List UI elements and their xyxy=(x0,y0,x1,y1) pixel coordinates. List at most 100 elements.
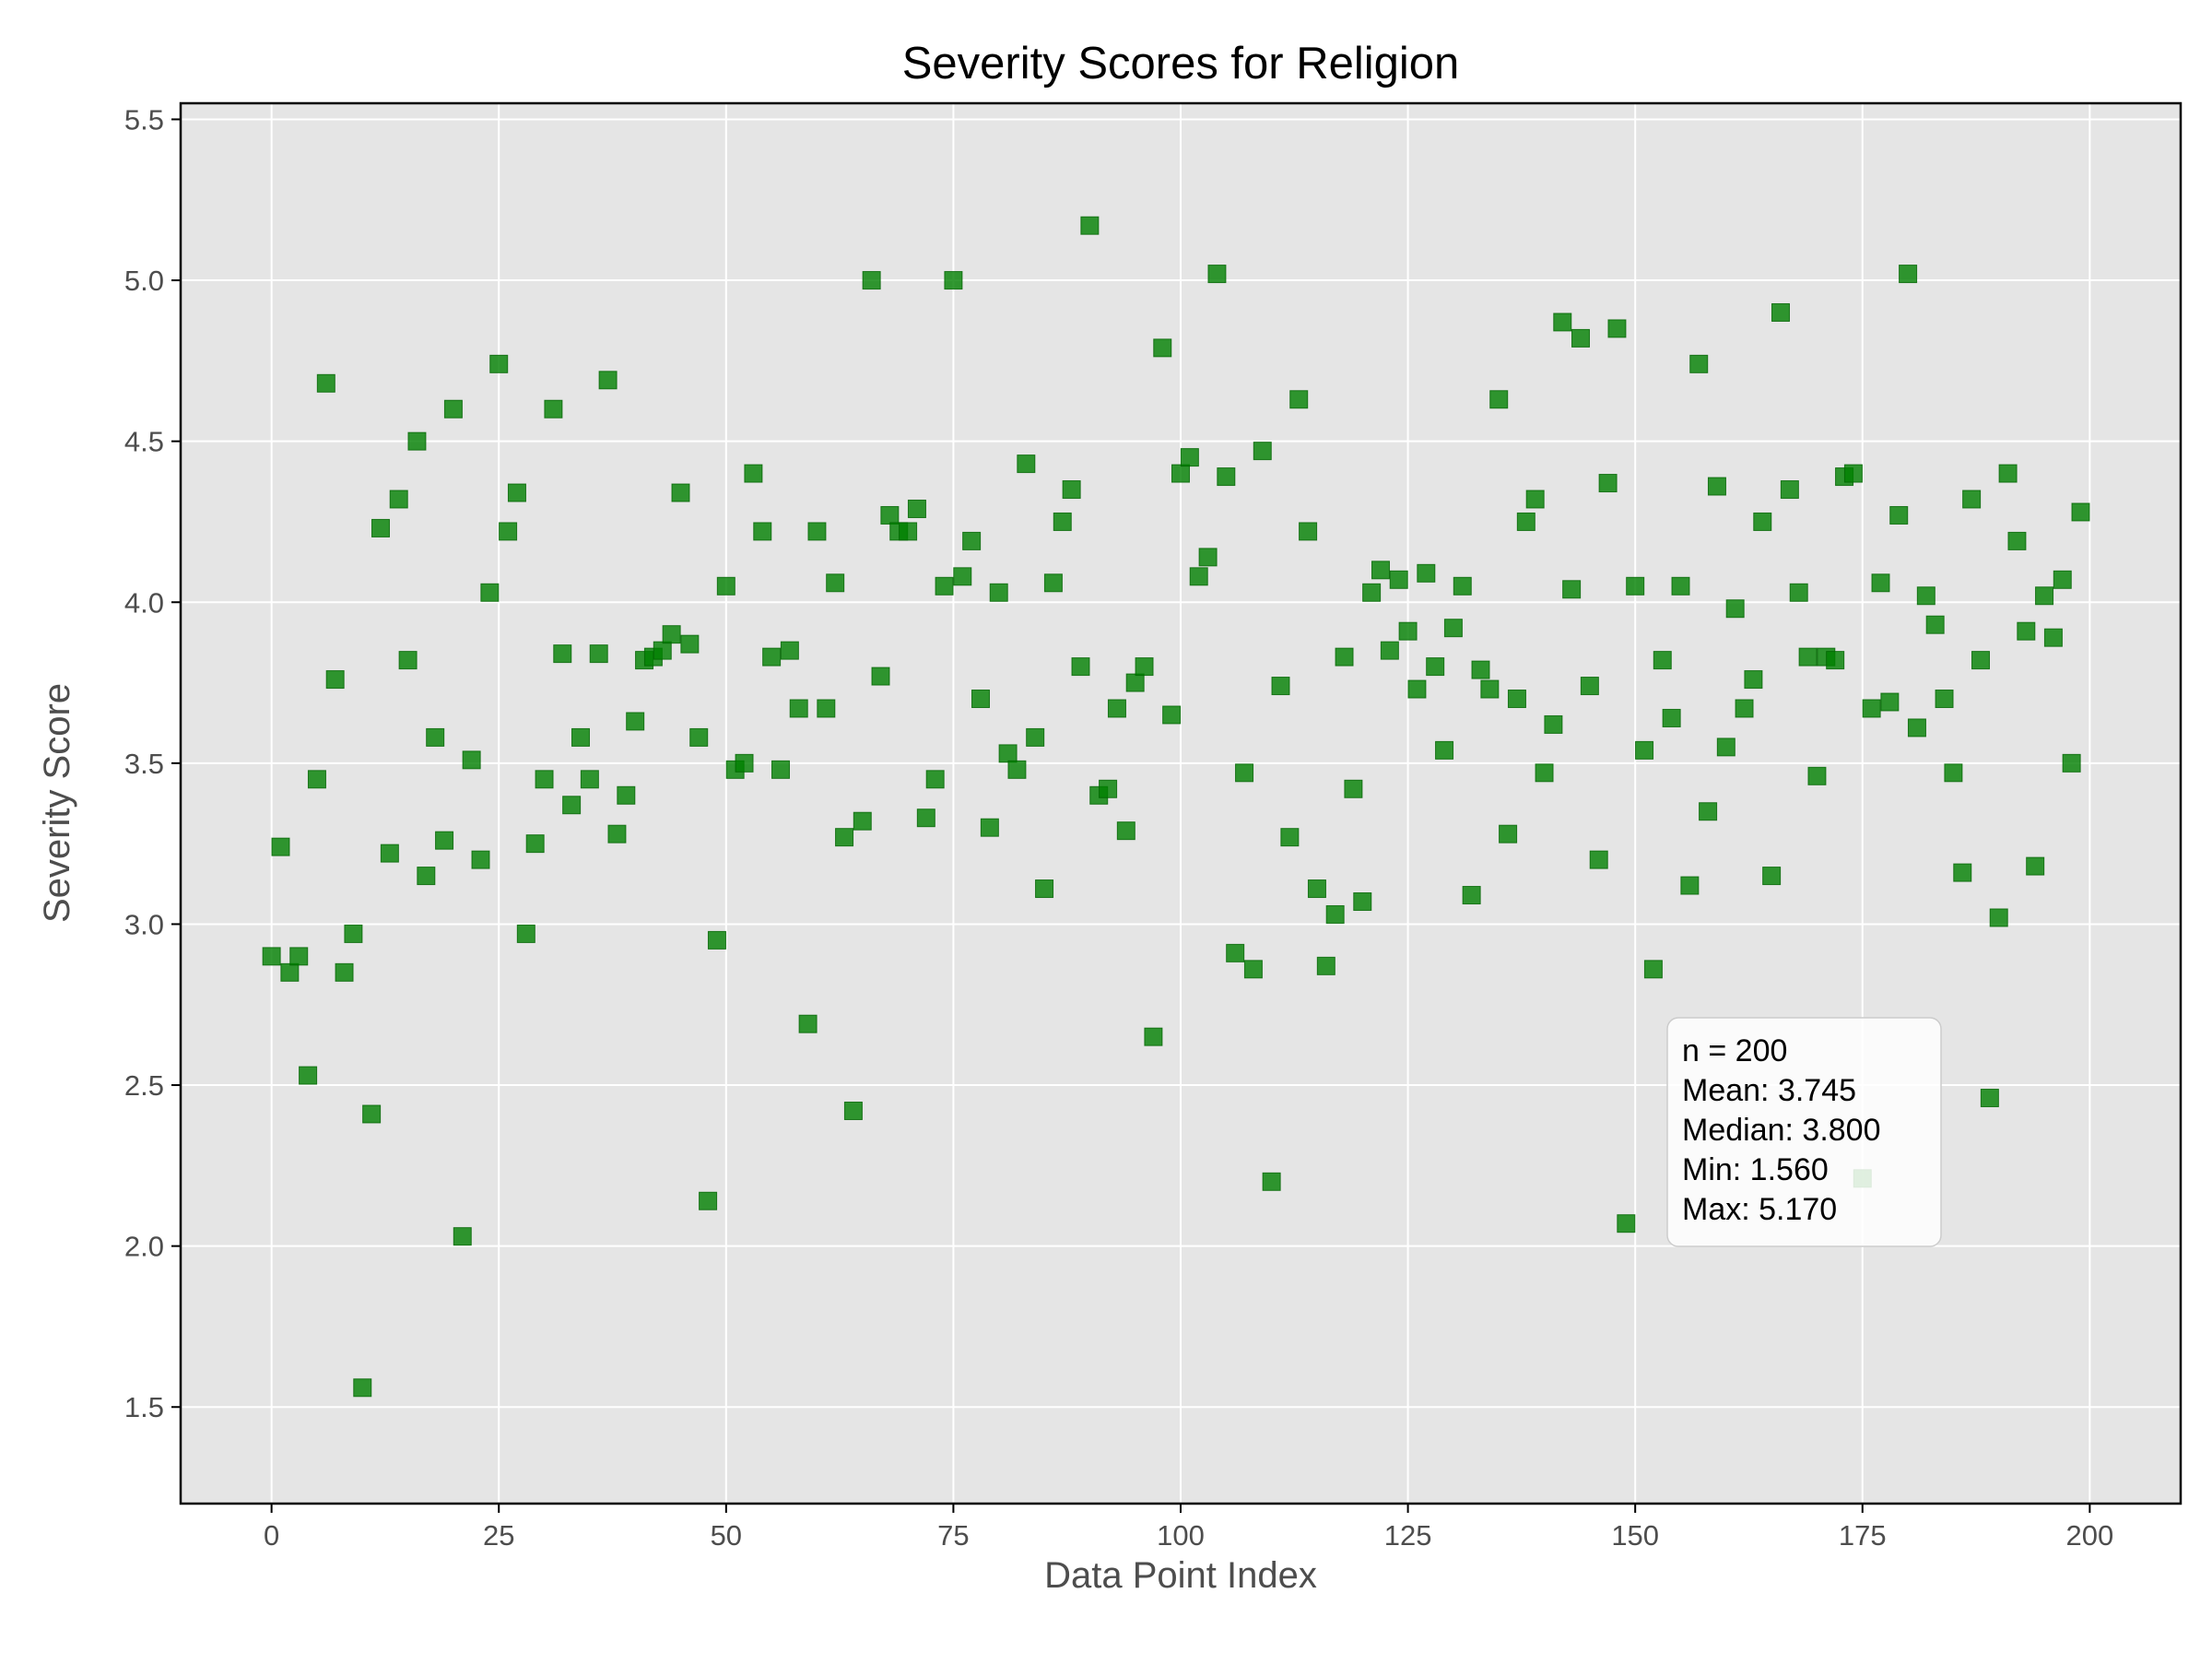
data-point xyxy=(853,811,872,831)
data-point xyxy=(1035,879,1054,899)
data-point xyxy=(1925,615,1945,634)
data-point xyxy=(699,1191,718,1210)
data-point xyxy=(980,818,999,837)
data-point xyxy=(443,399,463,419)
data-point xyxy=(1753,512,1772,531)
data-point xyxy=(1226,943,1245,962)
data-point xyxy=(1062,480,1081,500)
data-point xyxy=(1725,599,1745,619)
data-point xyxy=(535,770,554,789)
data-point xyxy=(1671,576,1690,596)
data-point xyxy=(1307,879,1326,899)
data-point xyxy=(689,727,709,747)
stats-line-min: Min: 1.560 xyxy=(1682,1152,1829,1187)
x-tick-label: 175 xyxy=(1839,1519,1887,1552)
x-tick-label: 150 xyxy=(1611,1519,1659,1552)
data-point xyxy=(1299,522,1318,541)
data-point xyxy=(1107,699,1126,718)
data-point xyxy=(2026,856,2045,876)
data-point xyxy=(871,667,890,686)
data-point xyxy=(1826,651,1845,670)
data-point xyxy=(1262,1172,1281,1191)
data-point xyxy=(1780,480,1799,500)
data-point xyxy=(1953,863,1972,882)
data-point xyxy=(899,522,918,541)
data-point xyxy=(1598,474,1618,493)
data-point xyxy=(916,808,935,828)
data-point xyxy=(1662,708,1681,727)
data-point xyxy=(1962,490,1982,509)
data-point xyxy=(2035,586,2054,606)
data-point xyxy=(607,824,627,844)
data-point xyxy=(280,962,300,982)
data-point xyxy=(525,834,545,854)
data-point xyxy=(398,651,418,670)
data-point xyxy=(1099,779,1118,798)
data-point xyxy=(1271,677,1290,696)
data-point xyxy=(1180,448,1199,467)
data-point xyxy=(426,727,445,747)
data-point xyxy=(1744,670,1763,690)
data-point xyxy=(1243,960,1263,979)
data-point xyxy=(1716,738,1735,757)
data-point xyxy=(716,576,735,596)
data-point xyxy=(1980,1089,1999,1108)
data-point xyxy=(507,483,526,502)
data-point xyxy=(1553,313,1572,332)
data-point xyxy=(307,770,326,789)
data-point xyxy=(1944,763,1963,783)
data-point xyxy=(1643,960,1663,979)
data-point xyxy=(262,947,281,966)
data-point xyxy=(1525,490,1545,509)
data-point xyxy=(1144,1027,1163,1046)
data-point xyxy=(299,1066,318,1085)
data-point xyxy=(1398,621,1418,641)
axis-ticks: 0 25 50 75 100 125 150 175 200 1.5 2.0 2.5 3.0 3.5 4.0… xyxy=(124,103,2113,1552)
data-point xyxy=(653,641,672,660)
data-point xyxy=(1880,692,1900,712)
data-point xyxy=(2071,502,2090,522)
data-point xyxy=(589,644,608,664)
data-point xyxy=(789,699,808,718)
data-point xyxy=(944,271,963,290)
data-point xyxy=(1680,876,1700,895)
x-axis-label: Data Point Index xyxy=(1044,1555,1317,1596)
data-point xyxy=(617,785,636,805)
data-point xyxy=(1653,651,1672,670)
y-tick-label: 5.5 xyxy=(124,103,164,136)
data-point xyxy=(1889,505,1909,525)
data-point xyxy=(553,644,572,664)
data-point xyxy=(1316,956,1335,975)
data-point xyxy=(1862,699,1881,718)
data-point xyxy=(2017,621,2036,641)
data-point xyxy=(1699,802,1718,821)
data-point xyxy=(1407,679,1427,699)
data-point xyxy=(1916,586,1936,606)
data-point xyxy=(1571,328,1590,348)
data-point xyxy=(1626,576,1645,596)
stats-line-median: Median: 3.800 xyxy=(1682,1113,1881,1148)
data-point xyxy=(935,576,954,596)
y-tick-label: 3.0 xyxy=(124,908,164,940)
x-tick-label: 200 xyxy=(2065,1519,2113,1552)
data-point xyxy=(1198,548,1218,567)
data-point xyxy=(1207,265,1227,284)
y-axis-label: Severity Score xyxy=(37,683,77,923)
data-point xyxy=(817,699,836,718)
data-point xyxy=(1335,647,1354,667)
data-point xyxy=(2053,570,2072,589)
data-point xyxy=(1280,828,1300,847)
data-point xyxy=(1053,512,1072,531)
data-point xyxy=(780,641,799,660)
y-tick-label: 2.0 xyxy=(124,1231,164,1263)
data-point xyxy=(544,399,563,419)
data-point xyxy=(353,1378,372,1398)
data-point xyxy=(489,354,509,373)
data-point xyxy=(1580,677,1599,696)
data-point xyxy=(989,583,1008,602)
data-point xyxy=(880,505,900,525)
data-point xyxy=(707,930,726,950)
data-point xyxy=(1462,886,1481,905)
y-tick-label: 2.5 xyxy=(124,1069,164,1102)
data-point xyxy=(598,371,618,390)
